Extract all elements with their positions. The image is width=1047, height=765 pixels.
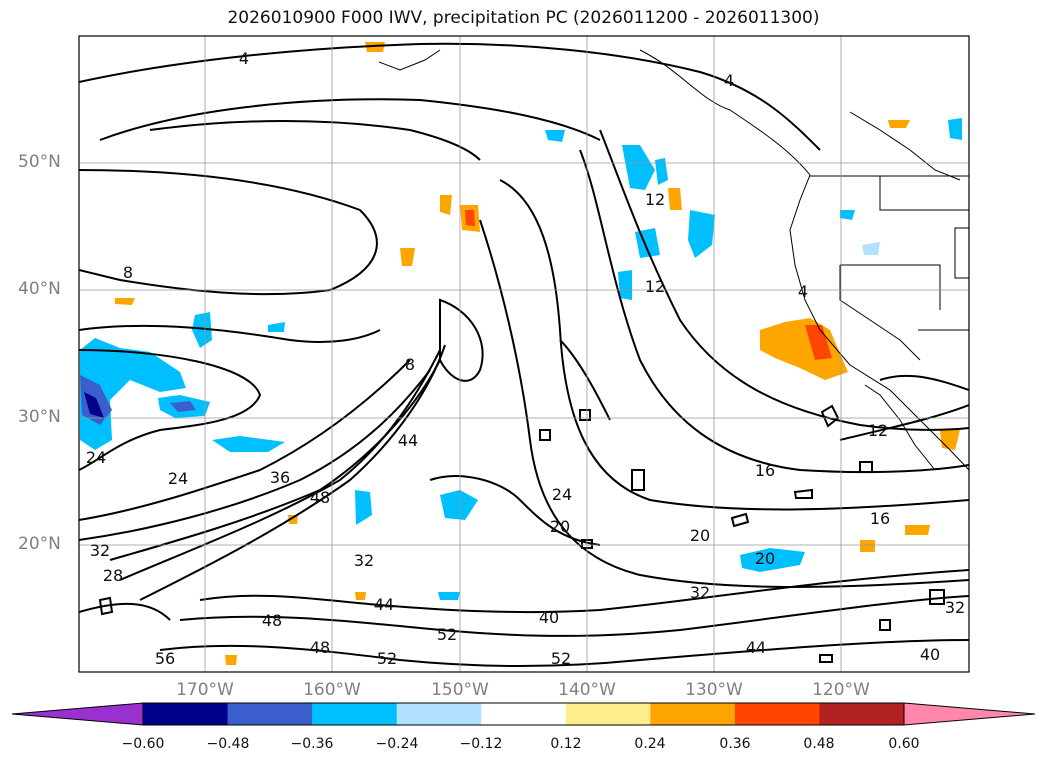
plot-frame (78, 35, 970, 673)
lat-label: 20°N (18, 534, 61, 554)
graticule (79, 36, 969, 672)
precip-shading (80, 42, 962, 665)
contour-label: 48 (310, 638, 330, 657)
contour-label: 8 (405, 355, 415, 374)
colorbar-extend-right (904, 703, 1035, 725)
colorbar-tick: −0.60 (121, 736, 165, 752)
coastlines (378, 49, 969, 471)
contour-label: 40 (920, 645, 940, 664)
contour-label: 44 (398, 431, 418, 450)
contour-label: 28 (103, 566, 123, 585)
lat-label: 40°N (18, 279, 61, 299)
contour-label: 12 (645, 190, 665, 209)
contour-label: 48 (310, 488, 330, 507)
lon-label: 140°W (558, 680, 616, 700)
map-title: 2026010900 F000 IWV, precipitation PC (2… (227, 8, 820, 28)
colorbar-tick: 0.24 (634, 736, 666, 752)
contour-label: 52 (437, 625, 457, 644)
contour-label: 32 (690, 583, 710, 602)
colorbar-tick: −0.48 (206, 736, 250, 752)
contour-label: 48 (262, 611, 282, 630)
colorbar-cell (396, 703, 482, 725)
colorbar-extend-left (12, 703, 143, 725)
contour-label: 32 (354, 551, 374, 570)
contour-label: 32 (945, 598, 965, 617)
contour-label: 16 (755, 461, 775, 480)
lat-label: 30°N (18, 407, 61, 427)
contour-label: 52 (551, 649, 571, 668)
colorbar-cell (819, 703, 905, 725)
contour-label: 56 (155, 649, 175, 668)
colorbar-cell (650, 703, 736, 725)
contour-labels: 4 4 4 8 8 12 12 12 16 16 20 20 20 24 24 … (86, 49, 965, 668)
colorbar-cell (227, 703, 313, 725)
colorbar-tick: −0.12 (459, 736, 503, 752)
contour-label: 44 (746, 638, 766, 657)
contour-label: 40 (539, 608, 559, 627)
colorbar-cell (565, 703, 651, 725)
contour-label: 20 (550, 517, 570, 536)
colorbar-cell (312, 703, 398, 725)
contour-label: 20 (690, 526, 710, 545)
colorbar-tick: −0.24 (375, 736, 419, 752)
colorbar-tick: 0.36 (719, 736, 751, 752)
contour-label: 20 (755, 549, 775, 568)
lon-label: 130°W (685, 680, 743, 700)
contour-label: 16 (870, 509, 890, 528)
lon-label: 160°W (303, 680, 361, 700)
contour-label: 12 (868, 421, 888, 440)
lon-label: 150°W (431, 680, 489, 700)
colorbar-cell (143, 703, 229, 725)
contour-label: 24 (168, 469, 188, 488)
contour-label: 24 (552, 485, 572, 504)
colorbar-cell (481, 703, 567, 725)
map-content: 4 4 4 8 8 12 12 12 16 16 20 20 20 24 24 … (79, 36, 969, 672)
contour-label: 4 (798, 282, 808, 301)
colorbar-tick: 0.48 (803, 736, 835, 752)
contour-label: 4 (239, 49, 249, 68)
contour-label: 8 (123, 263, 133, 282)
colorbar-tick: −0.36 (290, 736, 334, 752)
colorbar-cell (734, 703, 820, 725)
colorbar-tick: 0.60 (888, 736, 920, 752)
contour-label: 44 (374, 595, 394, 614)
lon-label: 120°W (812, 680, 870, 700)
lat-label: 50°N (18, 152, 61, 172)
iwv-contours (79, 42, 969, 667)
contour-label: 24 (86, 448, 106, 467)
colorbar-tick: 0.12 (550, 736, 582, 752)
colorbar (11, 702, 1036, 726)
lon-label: 170°W (176, 680, 234, 700)
contour-label: 52 (377, 649, 397, 668)
contour-label: 12 (645, 277, 665, 296)
contour-label: 36 (270, 468, 290, 487)
contour-label: 4 (724, 71, 734, 90)
contour-label: 32 (90, 541, 110, 560)
